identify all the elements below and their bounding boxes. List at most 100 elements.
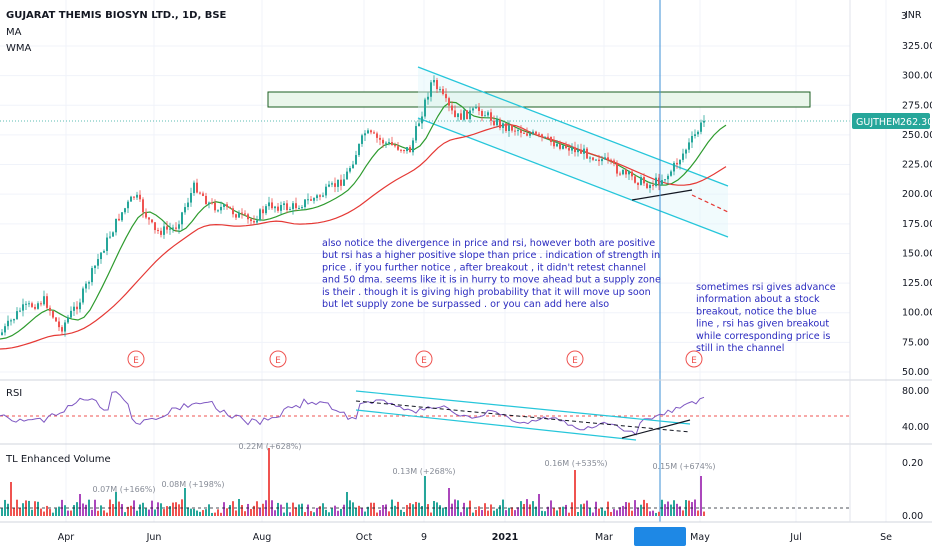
candle-body [454,110,456,117]
candle-body [523,132,525,134]
volume-bar [211,512,213,516]
candle-body [319,195,321,197]
candle-body [487,112,489,116]
candle-body [241,212,243,214]
earnings-marker[interactable] [269,350,287,368]
volume-bar [40,508,42,516]
candle-body [562,145,564,149]
volume-bar [415,501,417,516]
price-tick-label: 50.00 [902,367,929,378]
candle-body [484,115,486,117]
volume-bar [127,506,129,516]
candle-body [259,209,261,221]
time-axis[interactable]: AprJunAugOct92021Mar07 Apr '21MayJulSe [58,532,892,543]
volume-bar [328,512,330,516]
volume-bar [7,503,9,516]
x-tick-label: 9 [421,532,427,543]
earnings-marker[interactable] [566,350,584,368]
volume-bar [13,507,15,516]
volume-bar [640,504,642,516]
volume-bar [97,510,99,516]
earnings-marker-label: E [572,356,578,366]
volume-bar [364,511,366,516]
volume-bar [220,512,222,516]
candle-body [616,163,618,174]
volume-bar [259,508,261,516]
candle-body [388,142,390,144]
volume-bar [94,499,96,516]
currency-label: INR [905,10,922,21]
candle-body [151,219,153,223]
volume-bar [370,502,372,516]
volume-bar [262,503,264,516]
candle-body [112,232,114,237]
candle-body [643,177,645,184]
note-line: information about a stock [696,294,820,305]
note-line: is their . though it is giving high prob… [322,287,651,298]
candle-body [64,322,66,332]
candle-body [163,226,165,235]
x-tick-label: Mar [595,532,613,543]
x-tick-label: Aug [253,532,272,543]
volume-bar [439,505,441,516]
price-tick-label: 100.00 [902,308,932,319]
candle-body [595,159,597,161]
candle-body [361,135,363,144]
volume-bar [523,503,525,516]
candle-body [169,228,171,230]
volume-bar [217,509,219,516]
candle-body [673,162,675,172]
x-tick-label: Se [880,532,892,543]
volume-bar [541,510,543,516]
support-line [631,189,693,201]
candle-body [172,227,174,229]
candle-body [37,303,39,309]
volume-bar [70,510,72,516]
candle-body [109,236,111,238]
volume-bar [130,505,132,516]
volume-bar [628,502,630,516]
price-axis[interactable]: 325.00 300.00 275.00 250.00 225.00 200.00 175.… [902,41,932,522]
volume-bar [73,505,75,516]
volume-bar [616,510,618,516]
candle-body [238,212,240,218]
volume-bar [433,500,435,516]
volume-bar [43,511,45,516]
candle-body [10,320,12,322]
candle-body [49,307,51,312]
candle-body [46,296,48,308]
volume-bar [595,501,597,516]
volume-bar [577,512,579,516]
candle-body [490,112,492,121]
volume-bar [193,508,195,516]
candle-body [349,168,351,172]
candle-body [655,177,657,186]
candle-body [31,303,33,307]
volume-bar [484,503,486,516]
volume-bar [337,510,339,516]
volume-bar [526,499,528,516]
volume-bar [508,507,510,516]
earnings-marker-label: E [691,356,697,366]
candle-body [304,199,306,208]
candle-body [184,207,186,213]
earnings-marker[interactable] [415,350,433,368]
candle-body [679,159,681,165]
volume-bar [19,507,21,516]
candle-body [496,119,498,126]
candle-body [133,196,135,198]
candle-body [127,201,129,209]
candle-body [274,206,276,209]
volume-bar [289,512,291,516]
candle-body [535,131,537,134]
volume-bar [604,510,606,516]
earnings-marker[interactable] [127,350,145,368]
date-badge-bg [634,527,686,546]
candle-body [268,202,270,207]
note-line: but let supply zone be surpassed . or yo… [322,299,609,310]
volume-bar [613,509,615,516]
earnings-marker[interactable] [685,350,703,368]
candle-body [511,125,513,131]
volume-bar [586,500,588,516]
